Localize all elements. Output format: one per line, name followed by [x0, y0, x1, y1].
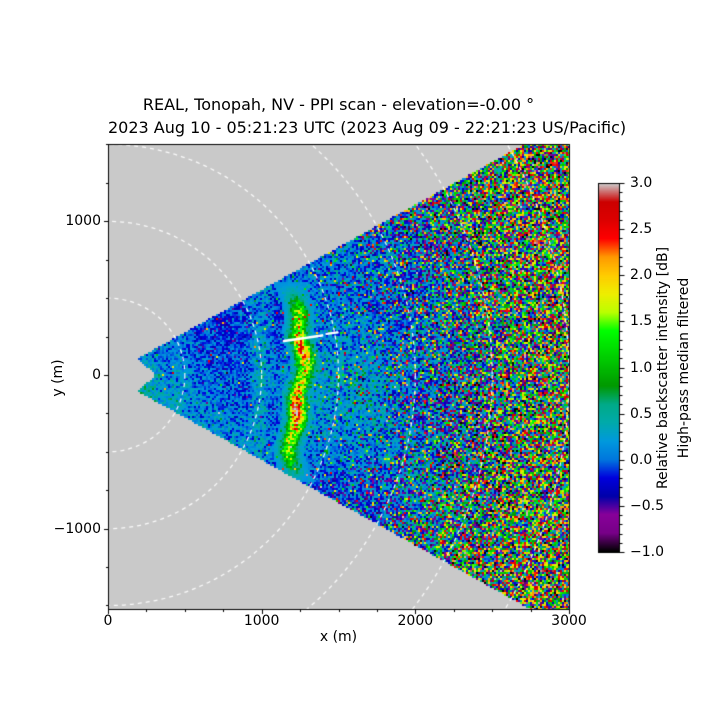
- x-tick-label-1000: 1000: [243, 613, 280, 629]
- x-tick-label-3000: 3000: [551, 613, 587, 629]
- chart-subtitle: 2023 Aug 10 - 05:21:23 UTC (2023 Aug 09 …: [108, 118, 627, 137]
- y-tick-label-−1000: −1000: [53, 520, 101, 537]
- y-tick-label-0: 0: [92, 366, 101, 383]
- x-axis-label: x (m): [319, 629, 358, 645]
- colorbar-label-line2: High-pass median filtered: [676, 277, 692, 459]
- colorbar-tick-label-0.5: 0.5: [630, 405, 653, 422]
- colorbar-tick-label-1.5: 1.5: [630, 313, 653, 330]
- colorbar-tick-label-0.0: 0.0: [630, 451, 653, 468]
- colorbar-tick-label-−0.5: −0.5: [630, 497, 664, 514]
- y-tick-label-1000: 1000: [65, 213, 101, 230]
- colorbar-tick-label-2.0: 2.0: [630, 267, 653, 284]
- colorbar-tick-label-1.0: 1.0: [630, 359, 653, 376]
- x-tick-label-2000: 2000: [397, 613, 434, 629]
- colorbar-tick-label-2.5: 2.5: [630, 221, 653, 238]
- chart-title: REAL, Tonopah, NV - PPI scan - elevation…: [142, 95, 535, 114]
- colorbar-tick-label-−1.0: −1.0: [630, 544, 664, 560]
- x-tick-label-0: 0: [103, 613, 113, 629]
- colorbar-tick-label-3.0: 3.0: [630, 175, 653, 191]
